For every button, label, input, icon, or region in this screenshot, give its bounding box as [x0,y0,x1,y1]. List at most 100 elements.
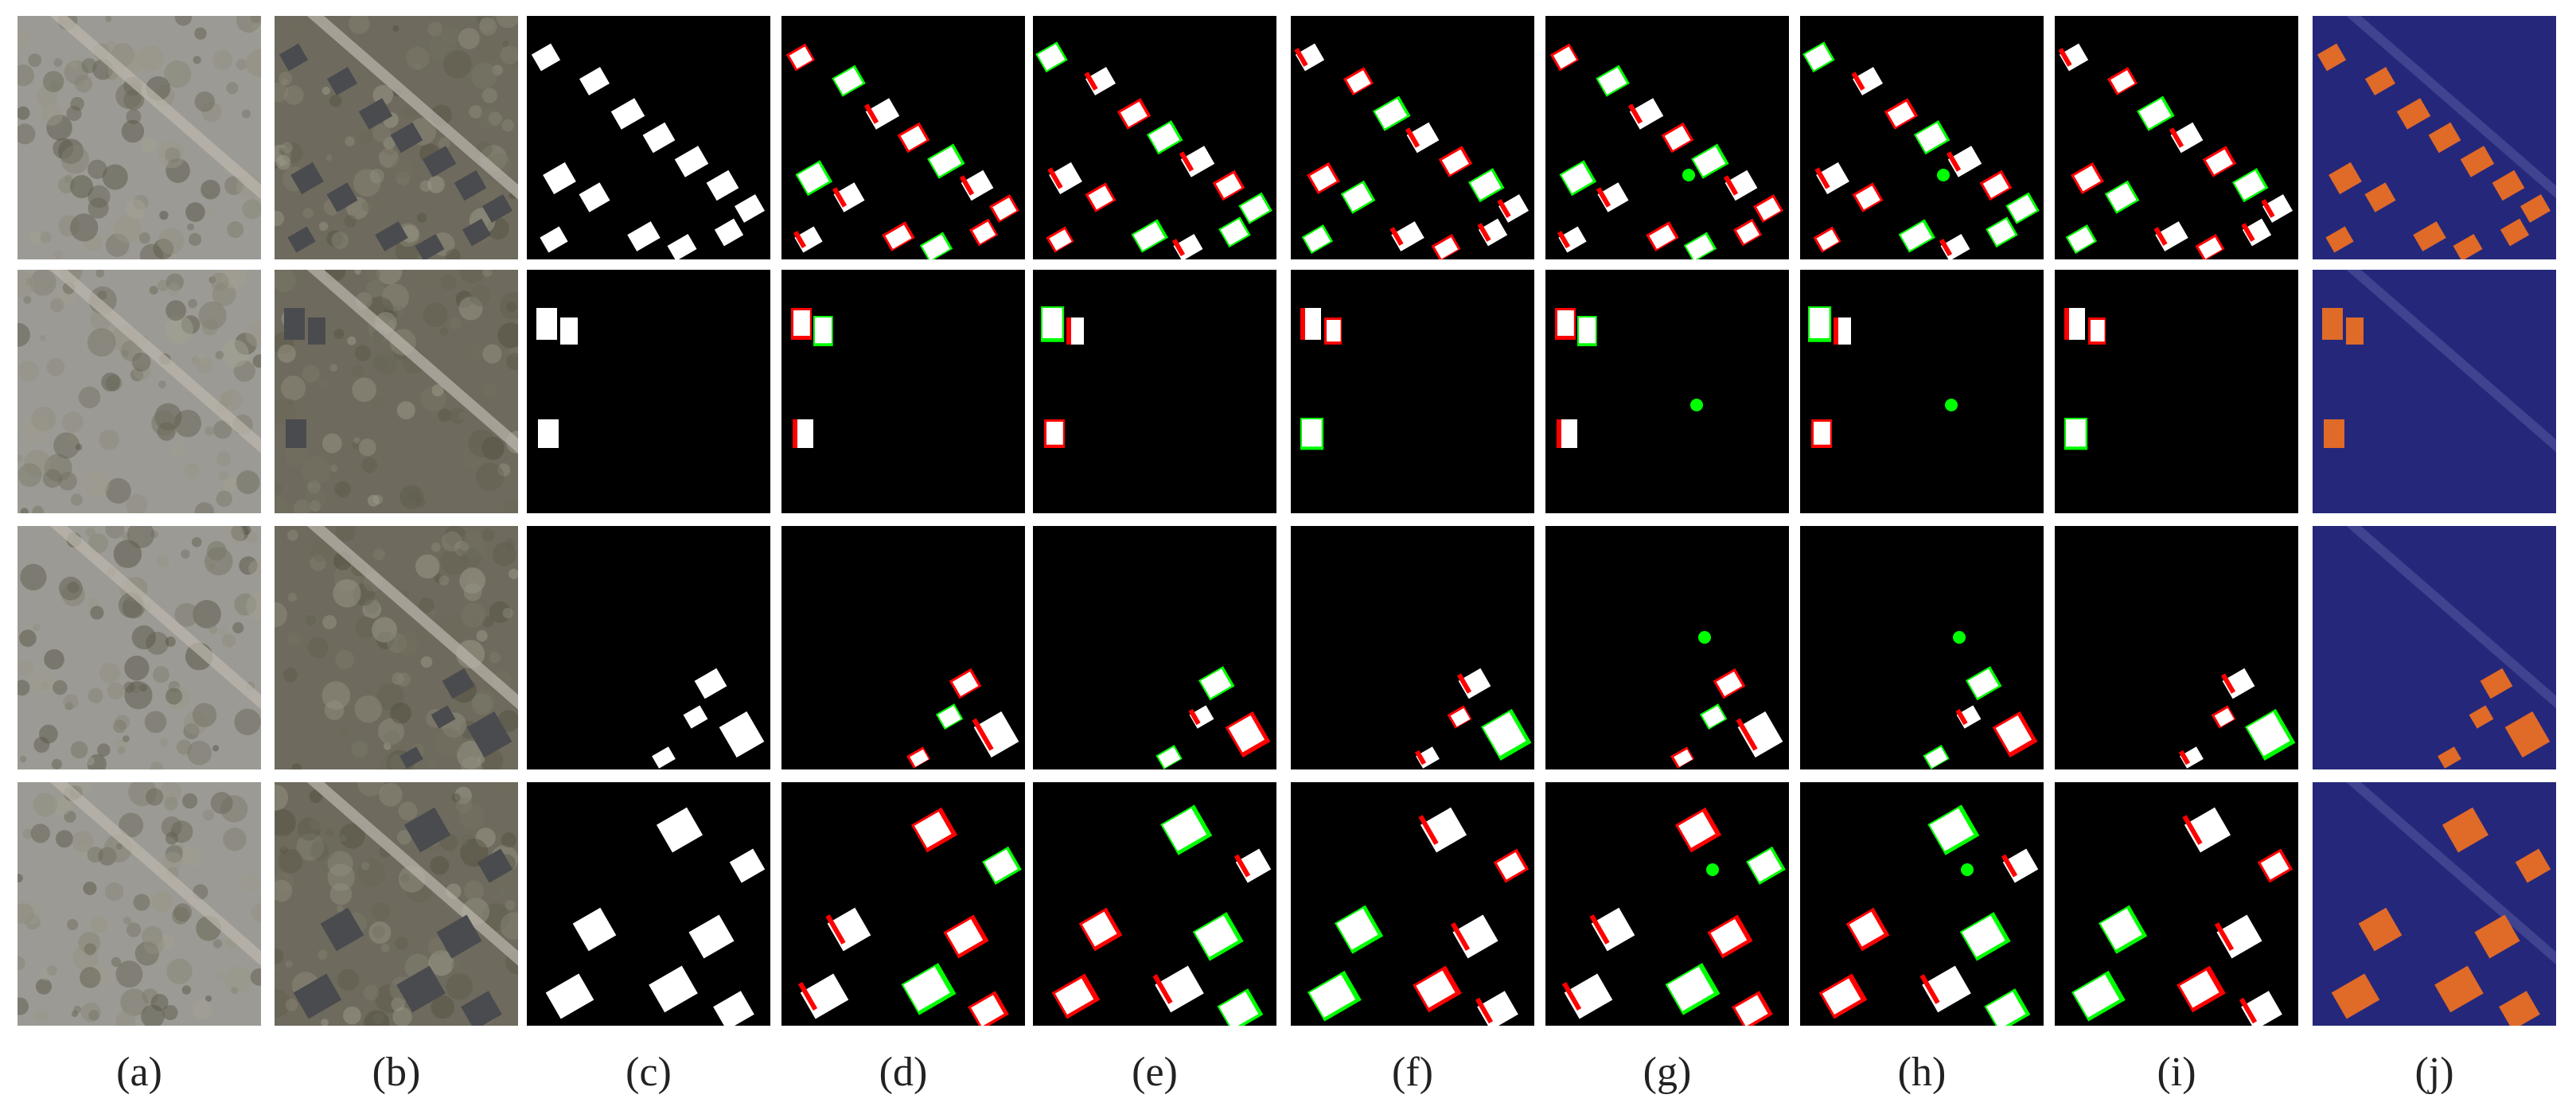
building-footprint [572,907,617,952]
building-footprint [1929,808,1974,851]
building-footprint [952,672,979,696]
tile-row4-col10 [2313,782,2556,1026]
tile-row1-col8 [1800,16,2044,259]
false-negative-region [972,718,994,751]
building-footprint [1816,229,1839,251]
tile-row3-col2 [275,526,518,769]
false-positive-region [1953,631,1966,644]
house-roof [358,98,393,130]
building-overlay [2453,233,2483,259]
building-footprint [642,122,676,154]
building-footprint [688,914,735,959]
panel-label: (d) [879,1050,928,1095]
building-overlay [2346,317,2364,345]
tile-row1-col6 [1291,16,1534,259]
building-footprint [545,973,594,1019]
false-negative-region [1814,167,1830,189]
tile-row2-col8 [1800,270,2044,513]
panel-label: (b) [372,1050,421,1095]
house-roof [279,43,309,72]
false-positive-region [1937,169,1950,181]
building-footprint [2067,227,2095,252]
building-overlay [2500,218,2530,247]
building-footprint [1346,70,1371,93]
building-footprint [579,67,610,95]
false-negative-region [1405,127,1421,148]
house-roof [466,711,512,758]
house-roof [286,419,306,448]
tile-row1-col7 [1545,16,1789,259]
tile-row2-col4 [781,270,1025,513]
house-roof [454,169,487,201]
false-negative-region [1834,317,1838,345]
false-negative-region [1939,238,1953,257]
house-roof [327,67,357,95]
tile-row3-col5 [1033,526,1276,769]
building-overlay [2469,705,2494,729]
false-negative-region [1414,750,1427,765]
false-negative-region [1477,223,1491,242]
house-roof [375,221,408,251]
false-negative-region [1946,151,1962,172]
tile-row2-col6 [1291,270,1534,513]
false-negative-region [2261,199,2275,218]
false-negative-region [1596,187,1611,208]
tile-row1-col2 [275,16,518,259]
tile-row4-col8 [1800,782,2044,1026]
false-negative-region [2182,815,2203,845]
building-footprint [1693,146,1726,177]
tile-row2-col2 [275,270,518,513]
false-negative-region [1557,230,1571,249]
building-footprint [1915,123,1947,153]
building-footprint [1756,197,1781,220]
building-footprint [1120,101,1148,127]
false-negative-region [1851,72,1865,91]
building-footprint [1701,705,1725,728]
tile-row4-col4 [781,782,1025,1026]
house-roof [482,194,512,223]
building-footprint [1995,715,2032,753]
building-footprint [1561,162,1593,193]
building-footprint [1309,974,1356,1018]
building-overlay [2520,194,2551,223]
house-roof [396,965,446,1013]
false-negative-region [1294,48,1308,67]
building-footprint [1441,149,1469,175]
building-footprint [1987,219,2016,246]
false-negative-region [1627,103,1643,124]
house-roof [308,317,325,345]
building-footprint [1046,422,1063,445]
building-overlay [2325,226,2354,253]
tile-row1-col9 [2055,16,2298,259]
false-negative-region [1456,673,1472,694]
building-footprint [1496,852,1526,880]
building-footprint [1748,849,1783,882]
building-footprint [706,169,739,201]
false-negative-region [1919,974,1940,1004]
building-footprint [1579,317,1596,344]
building-footprint [972,221,996,244]
building-footprint [1416,970,1456,1008]
tile-row1-col5 [1033,16,1276,259]
false-positive-region [1682,169,1695,181]
house-roof [293,973,342,1019]
building-footprint [2073,974,2120,1018]
building-overlay [2317,43,2347,72]
tile-row3-col9 [2055,526,2298,769]
building-footprint [2008,194,2037,222]
false-negative-region [832,187,848,208]
building-footprint [714,218,744,247]
false-negative-region [959,175,975,196]
house-roof [415,233,445,259]
building-overlay [2515,848,2551,883]
false-negative-region [1066,317,1071,345]
tile-row4-col7 [1545,782,1789,1026]
building-footprint [536,308,557,340]
building-overlay [2492,169,2525,201]
building-footprint [1081,911,1117,947]
building-footprint [1553,46,1576,69]
building-footprint [1327,320,1341,342]
building-footprint [652,746,676,769]
tile-row2-col10 [2313,270,2556,513]
false-negative-region [863,103,879,124]
